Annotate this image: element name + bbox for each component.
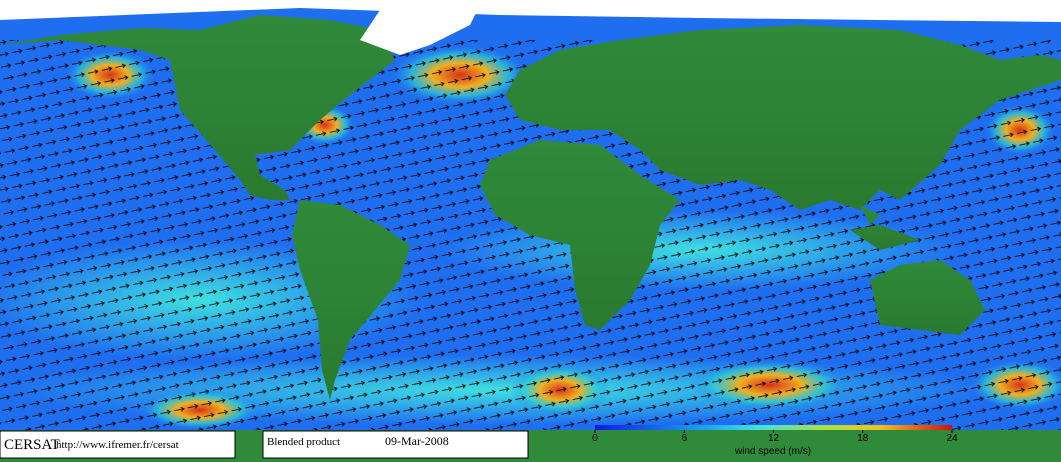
product-box (262, 430, 529, 459)
islands (850, 205, 920, 250)
brand: CERSAT (4, 437, 60, 453)
colorbar-tick-label: 12 (768, 433, 780, 444)
eurasia (505, 25, 1061, 210)
colorbar-label: wind speed (m/s) (734, 446, 811, 457)
url: http://www.ifremer.fr/cersat (56, 439, 179, 451)
colorbar-tick-label: 18 (857, 433, 869, 444)
south-america (292, 200, 410, 400)
africa (480, 140, 680, 330)
north-america (0, 15, 395, 200)
product: Blended product (267, 436, 340, 448)
australia (870, 260, 985, 335)
arctic (0, 0, 1061, 22)
colorbar-tick-label: 6 (681, 433, 687, 444)
date: 09-Mar-2008 (385, 434, 449, 448)
colorbar (595, 425, 952, 430)
colorbar-tick-label: 24 (946, 433, 958, 444)
continents (0, 15, 1061, 400)
source-box (0, 430, 236, 459)
greenland (360, 0, 480, 55)
ice (0, 0, 1061, 55)
colorbar-tick-label: 0 (592, 433, 598, 444)
